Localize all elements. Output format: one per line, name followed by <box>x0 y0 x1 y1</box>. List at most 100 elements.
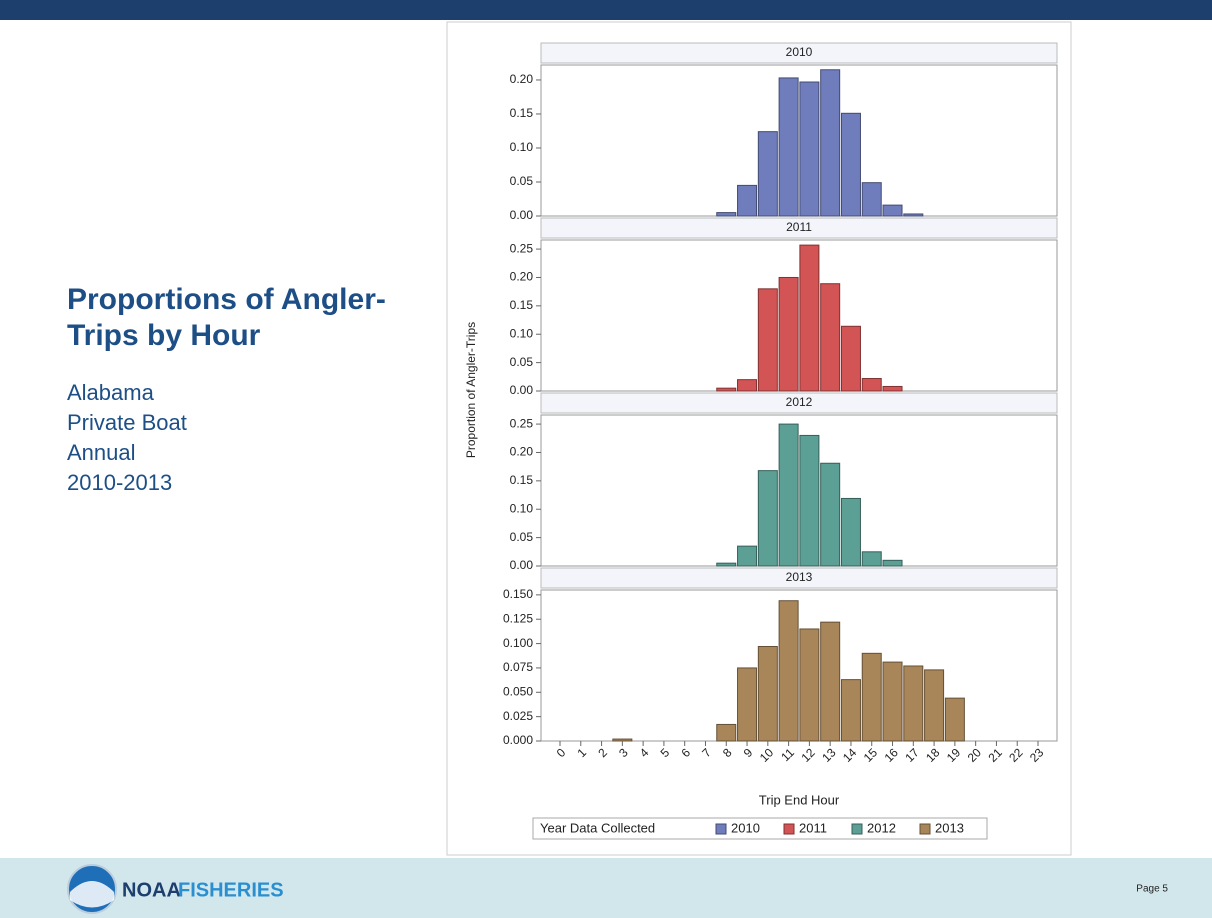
bar <box>882 385 903 392</box>
y-tick-label: 0.20 <box>510 270 534 284</box>
page-number: Page 5 <box>1136 884 1168 895</box>
logo-word: FISHERIES <box>178 879 284 901</box>
y-axis-label: Proportion of Angler-Trips <box>464 322 478 458</box>
y-tick-label: 0.00 <box>510 208 534 222</box>
y-tick-label: 0.20 <box>510 445 534 459</box>
bar <box>799 81 820 217</box>
panel-title: 2011 <box>786 220 812 234</box>
y-tick-label: 0.000 <box>503 733 533 747</box>
panel-title: 2013 <box>786 570 813 584</box>
bar <box>716 562 737 567</box>
y-tick-label: 0.00 <box>510 383 534 397</box>
y-tick-label: 0.125 <box>503 611 533 625</box>
bar <box>840 325 861 392</box>
legend-label: 2010 <box>731 820 760 835</box>
legend-swatch <box>919 823 931 835</box>
bar <box>840 679 861 742</box>
panel-strip <box>540 42 1058 64</box>
footer-band <box>0 858 1212 918</box>
bar <box>778 276 799 392</box>
bar <box>861 551 882 567</box>
legend-label: 2013 <box>935 820 964 835</box>
bar <box>737 667 758 742</box>
top-bar <box>0 0 1212 20</box>
panel-frame <box>540 239 1058 392</box>
panel-title: 2012 <box>786 395 813 409</box>
subtitle-line: Annual <box>67 440 136 465</box>
bar <box>820 462 841 567</box>
y-tick-label: 0.10 <box>510 140 534 154</box>
bar <box>737 184 758 217</box>
legend-title: Year Data Collected <box>540 820 655 835</box>
bar <box>882 661 903 742</box>
slide-title: Proportions of Angler-Trips by Hour <box>67 283 386 352</box>
y-tick-label: 0.10 <box>510 326 534 340</box>
bar <box>820 621 841 742</box>
bar <box>903 213 924 217</box>
y-tick-label: 0.075 <box>503 660 533 674</box>
bar <box>757 646 778 742</box>
bar <box>737 545 758 567</box>
bar <box>820 69 841 217</box>
bar <box>716 387 737 392</box>
y-tick-label: 0.150 <box>503 587 533 601</box>
bar <box>861 182 882 217</box>
bar <box>861 378 882 392</box>
subtitle-block: Alabama Private Boat Annual 2010-2013 <box>67 378 187 498</box>
bar <box>757 131 778 217</box>
bar <box>903 665 924 742</box>
y-tick-label: 0.05 <box>510 174 534 188</box>
y-tick-label: 0.20 <box>510 72 534 86</box>
panel-frame <box>540 589 1058 742</box>
x-axis-label: Trip End Hour <box>759 792 840 807</box>
bar <box>799 244 820 392</box>
legend-swatch <box>783 823 795 835</box>
bar <box>924 669 945 742</box>
panel-frame <box>540 64 1058 217</box>
legend-swatch <box>715 823 727 835</box>
y-tick-label: 0.10 <box>510 501 534 515</box>
y-tick-label: 0.100 <box>503 636 533 650</box>
panel-frame <box>540 414 1058 567</box>
bar <box>944 697 965 742</box>
bar <box>737 379 758 392</box>
bar <box>882 559 903 567</box>
y-tick-label: 0.25 <box>510 241 534 255</box>
subtitle-line: 2010-2013 <box>67 470 173 495</box>
bar <box>820 283 841 392</box>
legend-box <box>532 817 988 840</box>
y-tick-label: 0.15 <box>510 298 534 312</box>
bar <box>778 77 799 217</box>
bar <box>861 652 882 742</box>
bar <box>799 628 820 742</box>
panel-title: 2010 <box>786 45 813 59</box>
bar <box>716 212 737 217</box>
bar <box>612 738 633 742</box>
bar <box>757 470 778 567</box>
y-tick-label: 0.15 <box>510 106 534 120</box>
bar <box>882 204 903 217</box>
bar <box>778 600 799 742</box>
y-tick-label: 0.25 <box>510 416 534 430</box>
bar <box>716 723 737 742</box>
y-tick-label: 0.025 <box>503 709 533 723</box>
y-tick-label: 0.15 <box>510 473 534 487</box>
panel-strip <box>540 392 1058 414</box>
logo-word: NOAA <box>122 879 181 901</box>
subtitle-line: Alabama <box>67 380 154 405</box>
bar <box>757 288 778 392</box>
bar <box>840 497 861 567</box>
panel-strip <box>540 217 1058 239</box>
legend-label: 2012 <box>867 820 896 835</box>
y-tick-label: 0.00 <box>510 558 534 572</box>
y-tick-label: 0.050 <box>503 684 533 698</box>
legend-label: 2011 <box>799 820 827 835</box>
y-tick-label: 0.05 <box>510 530 534 544</box>
logo: NOAA FISHERIES <box>67 864 284 914</box>
bar <box>778 423 799 567</box>
legend-swatch <box>851 823 863 835</box>
panel-strip <box>540 567 1058 589</box>
y-tick-label: 0.05 <box>510 355 534 369</box>
